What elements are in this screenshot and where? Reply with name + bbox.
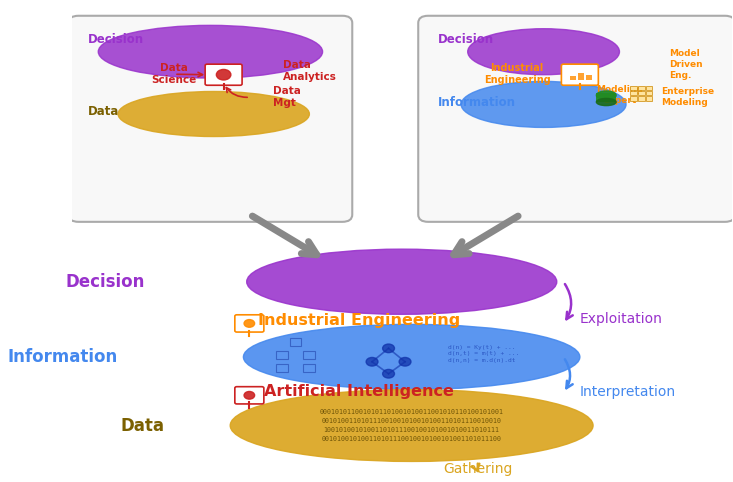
Ellipse shape xyxy=(230,389,593,461)
Circle shape xyxy=(244,391,254,399)
FancyBboxPatch shape xyxy=(570,76,576,80)
Text: Interpretation: Interpretation xyxy=(580,385,676,399)
Text: Data: Data xyxy=(89,105,119,118)
Text: Industrial
Engineering: Industrial Engineering xyxy=(484,63,550,85)
Text: Enterprise
Modeling: Enterprise Modeling xyxy=(661,87,714,107)
Ellipse shape xyxy=(597,98,616,106)
FancyBboxPatch shape xyxy=(638,96,644,101)
FancyBboxPatch shape xyxy=(586,75,592,80)
Ellipse shape xyxy=(98,26,323,78)
Text: d(n) = Ky(t) + ... 
d(n,t) = m(t) + ... 
d(n,n) = m.d(n).dt: d(n) = Ky(t) + ... d(n,t) = m(t) + ... d… xyxy=(448,345,523,363)
Text: Data
Science: Data Science xyxy=(152,63,196,85)
Text: Decision: Decision xyxy=(65,273,144,291)
Text: Decision: Decision xyxy=(438,33,494,46)
Text: Artificial Intelligence: Artificial Intelligence xyxy=(264,385,454,400)
FancyBboxPatch shape xyxy=(646,86,652,90)
Text: Decision: Decision xyxy=(89,33,144,46)
FancyBboxPatch shape xyxy=(638,91,644,95)
FancyBboxPatch shape xyxy=(235,387,264,404)
Circle shape xyxy=(399,358,411,366)
Text: Data
Analytics: Data Analytics xyxy=(283,60,337,82)
Text: Data: Data xyxy=(120,416,164,434)
Text: Information: Information xyxy=(8,348,118,366)
FancyBboxPatch shape xyxy=(205,64,242,85)
FancyBboxPatch shape xyxy=(235,315,264,332)
Ellipse shape xyxy=(118,92,309,136)
Text: Model
Driven
Eng.: Model Driven Eng. xyxy=(669,49,702,80)
Circle shape xyxy=(383,369,394,378)
Text: 0001010110010101101001010011001010110100101001
001010011010111001001010010100110: 0001010110010101101001010011001010110100… xyxy=(320,409,504,442)
Circle shape xyxy=(383,344,394,353)
Ellipse shape xyxy=(468,29,619,75)
Text: Industrial Engineering: Industrial Engineering xyxy=(258,312,460,328)
FancyBboxPatch shape xyxy=(578,73,583,80)
Text: Gathering: Gathering xyxy=(443,462,512,476)
FancyBboxPatch shape xyxy=(638,86,644,90)
FancyBboxPatch shape xyxy=(646,96,652,101)
Text: Data
Mgt: Data Mgt xyxy=(273,86,301,108)
FancyBboxPatch shape xyxy=(630,96,636,101)
Text: Information: Information xyxy=(438,95,516,108)
FancyBboxPatch shape xyxy=(597,94,616,102)
FancyBboxPatch shape xyxy=(630,91,636,95)
FancyBboxPatch shape xyxy=(630,86,636,90)
Circle shape xyxy=(216,69,231,80)
Circle shape xyxy=(366,358,378,366)
Ellipse shape xyxy=(247,249,557,314)
Ellipse shape xyxy=(597,91,616,100)
FancyBboxPatch shape xyxy=(419,16,733,222)
Text: Exploitation: Exploitation xyxy=(580,312,663,326)
Ellipse shape xyxy=(461,81,626,127)
FancyBboxPatch shape xyxy=(646,91,652,95)
FancyBboxPatch shape xyxy=(561,64,598,85)
Circle shape xyxy=(244,320,254,327)
Text: Modeling
Expert: Modeling Expert xyxy=(596,85,643,105)
FancyBboxPatch shape xyxy=(69,16,353,222)
Ellipse shape xyxy=(243,324,580,389)
